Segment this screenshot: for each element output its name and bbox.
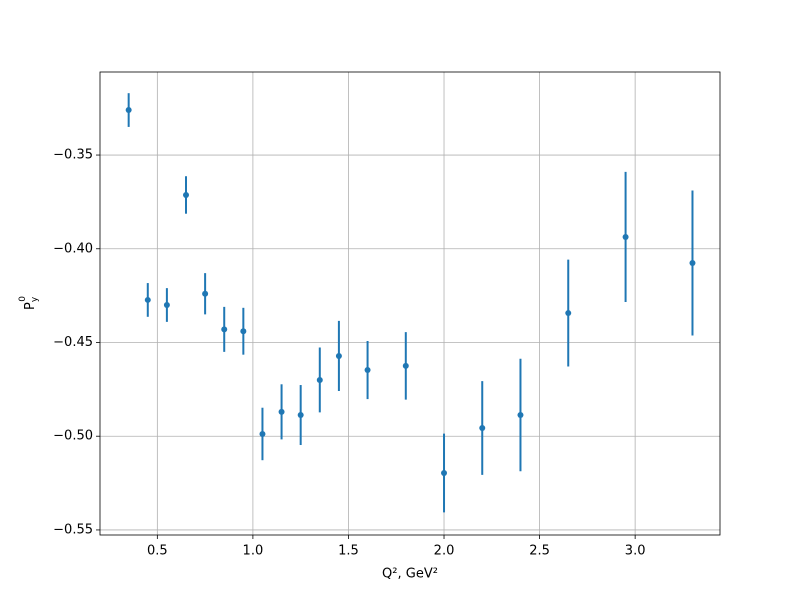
data-point: [125, 107, 132, 114]
y-tick-label: −0.35: [53, 148, 93, 163]
data-point: [479, 424, 486, 431]
y-label-base: P: [23, 302, 38, 310]
data-point: [689, 260, 696, 267]
y-tick-label: −0.55: [53, 522, 93, 537]
x-tick-label: 1.5: [338, 544, 359, 559]
data-point: [259, 430, 266, 437]
data-point: [221, 326, 228, 333]
y-tick-label: −0.45: [53, 335, 93, 350]
data-point: [364, 367, 371, 374]
data-point: [316, 376, 323, 383]
grid: [100, 72, 720, 535]
x-tick-label: 2.0: [434, 544, 455, 559]
y-label-sub: y: [30, 296, 40, 302]
data-point: [565, 310, 572, 317]
data-point: [240, 328, 247, 335]
x-tick-label: 1.0: [243, 544, 264, 559]
plot-frame: [99, 71, 721, 536]
data-point: [278, 408, 285, 415]
y-tick-label: −0.40: [53, 241, 93, 256]
data-point: [517, 412, 524, 419]
data-point: [202, 290, 209, 297]
data-point: [402, 362, 409, 369]
x-tick-label: 0.5: [147, 544, 168, 559]
y-tick-label: −0.50: [53, 429, 93, 444]
y-axis-label: Py0: [18, 296, 40, 310]
x-tick-label: 3.0: [625, 544, 646, 559]
x-axis-label: Q², GeV²: [382, 567, 438, 582]
data-point: [335, 352, 342, 359]
data-point: [297, 412, 304, 419]
data-point: [144, 296, 151, 303]
data-point: [163, 301, 170, 308]
data-point: [622, 233, 629, 240]
data-point: [441, 469, 448, 476]
data-point: [183, 191, 190, 198]
y-label-sup: 0: [18, 296, 28, 302]
x-tick-label: 2.5: [529, 544, 550, 559]
